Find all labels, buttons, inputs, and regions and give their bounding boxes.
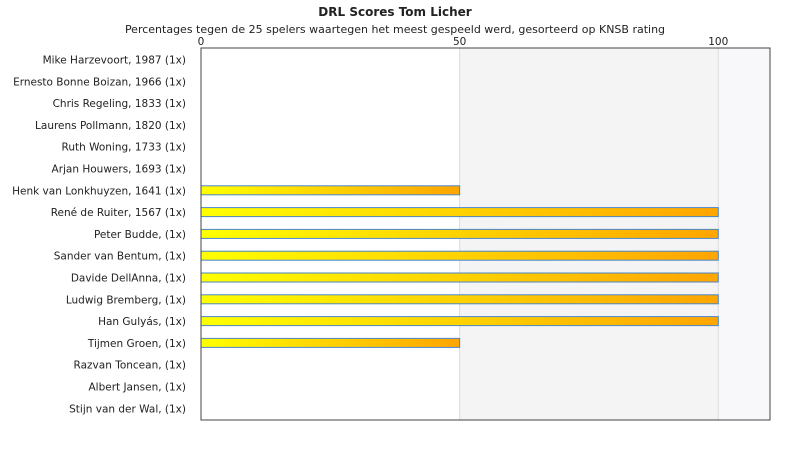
x-tick-label: 100 (708, 36, 728, 48)
category-label: Davide DellAnna, (1x) (71, 273, 186, 285)
category-label: Ernesto Bonne Boizan, 1966 (1x) (13, 76, 186, 88)
plot-frame (200, 47, 771, 421)
category-label: Peter Budde, (1x) (94, 229, 186, 241)
bar (200, 337, 461, 348)
category-label: Arjan Houwers, 1693 (1x) (52, 164, 186, 176)
category-label: Ludwig Bremberg, (1x) (66, 294, 186, 306)
category-labels: Mike Harzevoort, 1987 (1x) Ernesto Bonne … (12, 55, 186, 416)
category-label: Sander van Bentum, (1x) (54, 251, 186, 263)
category-label: Albert Jansen, (1x) (88, 382, 186, 394)
category-label: Stijn van der Wal, (1x) (69, 403, 186, 415)
bar (200, 316, 719, 327)
x-axis-ticks: 0 50 100 (198, 36, 729, 48)
category-label: Laurens Pollmann, 1820 (1x) (35, 120, 186, 132)
category-label: Han Gulyás, (1x) (98, 316, 186, 328)
bar (200, 185, 461, 196)
category-label: Chris Regeling, 1833 (1x) (53, 98, 186, 110)
bar (200, 207, 719, 218)
bar (200, 294, 719, 305)
chart-title: DRL Scores Tom Licher (318, 5, 471, 19)
bars (200, 185, 719, 348)
bar (200, 272, 719, 283)
category-label: Mike Harzevoort, 1987 (1x) (43, 55, 186, 67)
band-100-plus (718, 48, 770, 420)
x-tick-label: 50 (453, 36, 466, 48)
category-label: Tijmen Groen, (1x) (87, 338, 186, 350)
bar (200, 250, 719, 261)
category-label: René de Ruiter, 1567 (1x) (51, 207, 186, 219)
category-label: Razvan Toncean, (1x) (74, 360, 186, 372)
category-label: Henk van Lonkhuyzen, 1641 (1x) (12, 185, 186, 197)
category-label: Ruth Woning, 1733 (1x) (62, 142, 187, 154)
bar (200, 228, 719, 239)
chart-subtitle: Percentages tegen de 25 spelers waartege… (125, 23, 665, 36)
x-tick-label: 0 (198, 36, 205, 48)
